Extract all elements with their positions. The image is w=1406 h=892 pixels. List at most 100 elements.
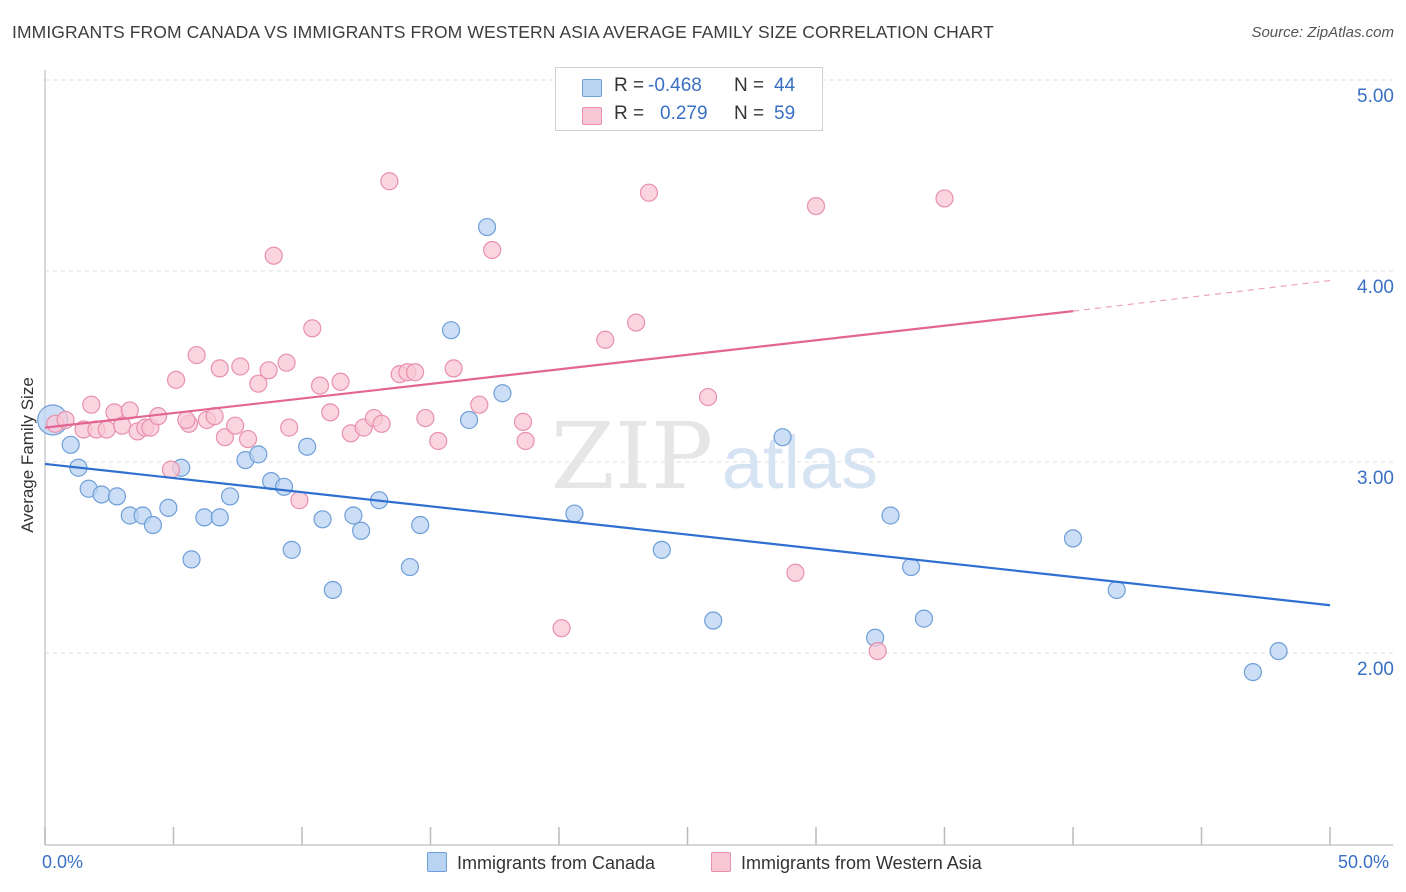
grid-lines	[45, 79, 1393, 654]
wasia-point	[264, 246, 283, 265]
wasia-point	[259, 361, 278, 380]
canada-point	[107, 487, 127, 506]
wasia-point	[444, 359, 463, 378]
wasia-point	[215, 428, 234, 447]
canada-point	[313, 510, 332, 529]
wasia-point	[210, 359, 229, 378]
wasia-point	[868, 641, 887, 661]
canada-point	[881, 506, 900, 525]
canada-point	[400, 557, 420, 577]
canada-point	[323, 580, 342, 600]
stats-row-wasia: R = 0.279 N = 59	[556, 99, 822, 129]
canada-point	[459, 410, 479, 430]
y-tick-label: 3.00	[1357, 468, 1394, 489]
wasia-trend-line	[44, 310, 1074, 429]
r-value: 0.279	[660, 103, 708, 124]
wasia-point	[290, 491, 309, 510]
legend-label-canada: Immigrants from Canada	[457, 853, 656, 873]
wasia-point	[935, 189, 954, 208]
canada-point	[901, 557, 921, 577]
canada-point	[704, 611, 723, 630]
trend-lines	[44, 279, 1331, 607]
wasia-point	[513, 412, 533, 431]
canada-point	[1107, 580, 1126, 600]
wasia-point	[429, 431, 448, 451]
canada-point	[249, 445, 268, 464]
canada-point	[773, 428, 792, 447]
canada-swatch	[582, 79, 602, 97]
legend-label-wasia: Immigrants from Western Asia	[741, 853, 982, 873]
canada-point	[210, 508, 229, 527]
wasia-point	[331, 372, 350, 391]
canada-point	[274, 477, 294, 496]
wasia-point	[698, 387, 718, 407]
canada-point	[352, 521, 371, 540]
canada-point	[182, 550, 201, 569]
r-label: R =	[614, 103, 645, 124]
wasia-point	[238, 429, 258, 449]
wasia-point	[405, 363, 425, 382]
wasia-point	[177, 410, 196, 430]
legend-swatch-wasia	[711, 852, 731, 872]
y-tick-label: 4.00	[1357, 277, 1394, 298]
n-label: N =	[734, 103, 765, 124]
wasia-point	[166, 370, 186, 389]
canada-point	[493, 384, 512, 403]
canada-point	[282, 540, 301, 559]
canada-point	[344, 506, 363, 525]
wasia-point	[483, 240, 502, 260]
stats-box: R = -0.468 N = 44 R = 0.279 N = 59	[555, 67, 823, 131]
canada-point	[92, 485, 111, 504]
wasia-point	[187, 345, 206, 365]
legend-item-canada[interactable]: Immigrants from Canada	[427, 852, 655, 874]
wasia-point	[277, 353, 296, 372]
canada-point	[1269, 641, 1288, 661]
wasia-point	[516, 431, 535, 451]
canada-point	[477, 217, 497, 237]
wasia-point	[596, 330, 615, 349]
wasia-point	[380, 172, 399, 191]
canada-point	[159, 498, 178, 517]
y-axis-label: Average Family Size	[18, 377, 37, 533]
wasia-point	[205, 407, 224, 426]
canada-point	[914, 609, 934, 628]
wasia-point	[249, 374, 268, 393]
canada-point	[143, 515, 163, 535]
wasia-point	[416, 408, 435, 428]
stats-row-canada: R = -0.468 N = 44	[556, 71, 822, 101]
wasia-point	[280, 418, 299, 437]
chart-title: IMMIGRANTS FROM CANADA VS IMMIGRANTS FRO…	[12, 22, 994, 42]
canada-point	[1243, 662, 1263, 682]
axes	[44, 70, 1393, 846]
wasia-swatch	[582, 107, 602, 125]
canada-point	[652, 540, 671, 559]
wasia-point	[806, 196, 826, 216]
n-value: 59	[774, 103, 796, 124]
canada-point	[61, 435, 80, 454]
r-value: -0.468	[648, 75, 702, 96]
wasia-point	[161, 460, 181, 479]
canada-point	[565, 504, 584, 523]
wasia-point	[97, 420, 116, 439]
legend-item-wasia[interactable]: Immigrants from Western Asia	[711, 852, 982, 874]
n-value: 44	[774, 75, 796, 96]
watermark: ZIP atlas	[551, 403, 878, 510]
canada-trend-line	[44, 462, 1331, 607]
wasia-point	[470, 395, 489, 414]
wasia-point	[231, 357, 250, 376]
x-tick-label: 0.0%	[42, 852, 84, 872]
canada-point	[220, 487, 240, 506]
wasia-trend-extension	[1072, 279, 1331, 312]
wasia-point	[372, 414, 391, 433]
watermark-zip: ZIP	[551, 403, 713, 510]
data-points	[37, 172, 1288, 682]
canada-point	[441, 321, 461, 340]
canada-point	[195, 508, 214, 527]
wasia-point	[626, 313, 646, 332]
canada-point	[1063, 529, 1083, 548]
wasia-point	[303, 319, 322, 338]
wasia-point	[786, 563, 805, 582]
canada-point	[411, 515, 430, 535]
y-tick-label: 5.00	[1357, 86, 1394, 107]
legend-swatch-canada	[427, 852, 447, 872]
